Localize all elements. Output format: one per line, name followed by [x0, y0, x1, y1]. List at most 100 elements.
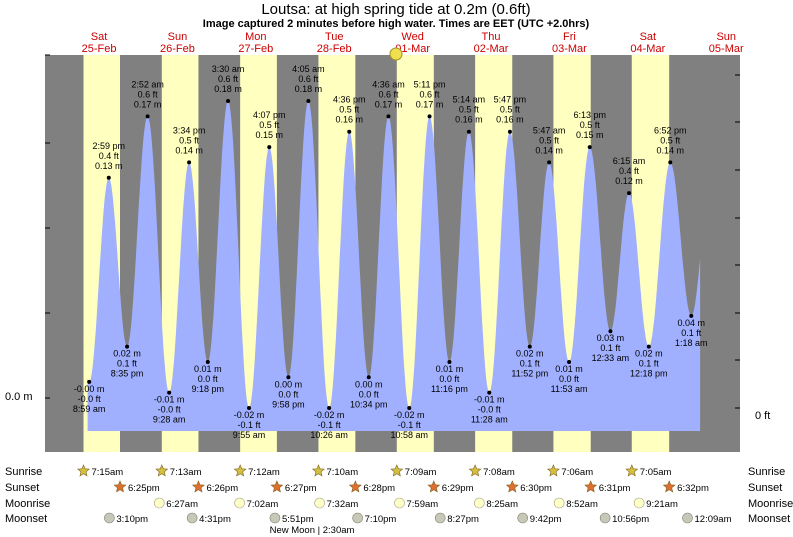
day-name: Fri	[563, 31, 576, 43]
tide-label: 0.18 m	[214, 84, 242, 94]
moonrise-icon	[234, 497, 245, 509]
tide-point	[125, 344, 130, 349]
moonrise-icon	[314, 497, 325, 509]
tide-point	[187, 160, 192, 165]
moonset-label-right: Moonset	[748, 513, 790, 525]
star-icon	[77, 464, 90, 477]
day-name: Sun	[716, 31, 736, 43]
moonrise-time: 8:52am	[566, 499, 598, 510]
day-date: 03-Mar	[552, 43, 587, 55]
tide-label: 0.0 ft	[278, 389, 299, 399]
tide-point	[306, 99, 311, 104]
tide-point	[167, 390, 172, 395]
tide-label: 0.5 ft	[580, 120, 601, 130]
tide-label: 0.5 ft	[539, 135, 560, 145]
tide-point	[608, 329, 613, 334]
tide-label: 3:30 am	[212, 64, 245, 74]
star-icon	[233, 464, 247, 477]
tide-label: -0.00 m	[74, 384, 105, 394]
tide-label: 0.02 m	[635, 349, 663, 359]
tide-label: -0.0 ft	[78, 394, 102, 404]
tide-label: 0.5 ft	[259, 120, 280, 130]
tide-point	[407, 405, 412, 410]
sunrise-time: 7:09am	[405, 467, 437, 478]
tide-label: 5:47 pm	[494, 95, 527, 105]
tide-label: -0.01 m	[474, 395, 505, 405]
tide-point	[366, 375, 371, 380]
y-axis-right-label: 0 ft	[755, 410, 770, 422]
star-icon	[311, 464, 325, 477]
tide-label: 0.4 ft	[619, 166, 640, 176]
sunset-label-right: Sunset	[748, 482, 782, 494]
day-labels: Sat25-FebSun26-FebMon27-FebTue28-FebWed0…	[82, 31, 744, 55]
sunset-label-left: Sunset	[5, 482, 39, 494]
sunrise-time: 7:06am	[561, 467, 593, 478]
tide-point	[226, 99, 231, 104]
moonset-icon	[434, 512, 446, 524]
star-icon	[390, 464, 404, 477]
day-date: 28-Feb	[317, 43, 352, 55]
tide-label: 9:18 pm	[192, 384, 225, 394]
tide-label: -0.01 m	[154, 395, 185, 405]
tide-label: 2:52 am	[131, 79, 164, 89]
tide-label: -0.1 ft	[238, 420, 262, 430]
tide-label: 6:52 pm	[654, 125, 687, 135]
sunrise-time: 7:10am	[326, 467, 358, 478]
tide-label: 4:05 am	[292, 64, 325, 74]
moonset-label-left: Moonset	[5, 513, 47, 525]
tide-label: 0.6 ft	[378, 89, 399, 99]
tide-label: -0.1 ft	[318, 420, 342, 430]
tide-label: 11:53 am	[551, 384, 588, 394]
moonrise-time: 9:21am	[646, 499, 678, 510]
sunset-time: 6:27pm	[285, 483, 317, 494]
moonset-time: 12:09am	[695, 514, 732, 525]
moonset-time: 9:42pm	[530, 514, 562, 525]
day-date: 04-Mar	[630, 43, 665, 55]
day-name: Tue	[325, 31, 344, 43]
tide-label: 0.6 ft	[298, 74, 319, 84]
tide-label: 0.17 m	[416, 99, 444, 109]
tide-label: 8:59 am	[73, 404, 106, 414]
tide-point	[507, 129, 512, 134]
tide-label: 0.12 m	[615, 176, 643, 186]
day-date: 25-Feb	[82, 43, 117, 55]
tide-label: 1:18 am	[675, 338, 708, 348]
tide-point	[327, 405, 332, 410]
day-date: 27-Feb	[238, 43, 273, 55]
tide-label: 5:47 am	[533, 125, 566, 135]
tide-label: 0.5 ft	[339, 105, 360, 115]
tide-label: 4:36 am	[372, 79, 405, 89]
star-icon	[505, 480, 519, 493]
moonrise-time: 7:59am	[407, 499, 439, 510]
day-name: Mon	[245, 31, 266, 43]
star-icon	[625, 464, 639, 477]
tide-label: 5:11 pm	[414, 79, 446, 89]
sunset-time: 6:32pm	[677, 483, 709, 494]
day-date: 01-Mar	[395, 43, 430, 55]
y-axis-left-label: 0.0 m	[5, 391, 33, 403]
tide-label: 0.5 ft	[500, 105, 521, 115]
star-icon	[584, 480, 598, 493]
day-name: Wed	[401, 31, 423, 43]
moonrise-icon	[553, 497, 565, 509]
star-icon	[155, 464, 169, 477]
tide-label: 0.5 ft	[660, 135, 681, 145]
tide-label: 12:33 am	[592, 353, 630, 363]
star-icon	[468, 464, 482, 477]
tide-label: 10:34 pm	[350, 399, 388, 409]
tide-label: 0.0 ft	[559, 374, 580, 384]
tide-label: 0.16 m	[496, 115, 524, 125]
day-date: 05-Mar	[709, 43, 744, 55]
tide-label: 0.03 m	[597, 333, 625, 343]
tide-point	[689, 313, 694, 318]
moonrise-label-left: Moonrise	[5, 498, 50, 510]
tide-label: 4:36 pm	[333, 95, 366, 105]
sunrise-time: 7:12am	[248, 467, 280, 478]
high-water-icon	[389, 47, 403, 61]
star-icon	[546, 464, 560, 477]
moonset-time: 5:51pm	[282, 514, 314, 525]
moonset-icon	[517, 512, 529, 524]
tide-label: 0.14 m	[175, 145, 203, 155]
tide-label: 0.5 ft	[179, 135, 200, 145]
moonset-icon	[269, 512, 281, 524]
